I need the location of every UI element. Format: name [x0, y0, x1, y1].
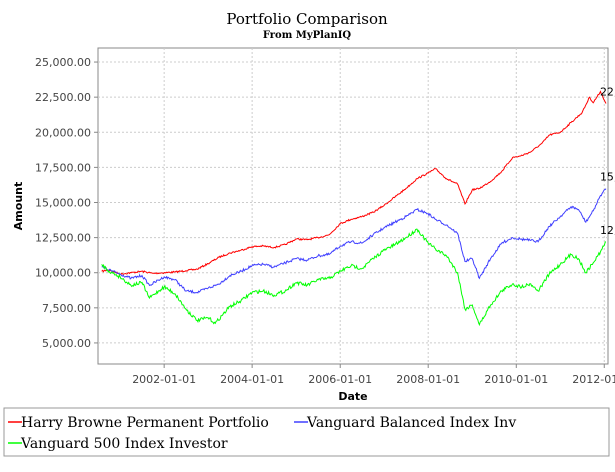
y-tick-label: 15,000.00 — [35, 196, 91, 209]
y-tick-label: 22,500.00 — [35, 91, 91, 104]
series-line — [101, 90, 607, 276]
series-line — [101, 228, 607, 327]
legend-entry-label: Harry Browne Permanent Portfolio — [21, 415, 269, 431]
y-tick-label: 10,000.00 — [35, 267, 91, 280]
y-tick-label: 25,000.00 — [35, 56, 91, 69]
y-tick-label: 7,500.00 — [42, 302, 91, 315]
x-axis-ticks: 2002-01-01 2004-01-01 2006-01-01 2008-01-01… — [132, 364, 615, 386]
y-tick-label: 5,000.00 — [42, 337, 91, 350]
y-axis-ticks: 5,000.00 7,500.00 10,000.00 12,500.00 15,000… — [35, 56, 98, 350]
x-tick-label: 2002-01-01 — [132, 373, 196, 386]
y-tick-label: 12,500.00 — [35, 232, 91, 245]
y-axis-label: Amount — [12, 182, 25, 230]
x-tick-label: 2012-01-01 — [572, 373, 615, 386]
plot-area — [97, 47, 609, 365]
x-axis-label: Date — [338, 390, 367, 403]
x-tick-label: 2006-01-01 — [308, 373, 372, 386]
series-line — [101, 188, 607, 294]
legend-entry-label: Vanguard Balanced Index Inv — [306, 415, 516, 431]
end-value-labels: 22,048 15,979 12,191 — [600, 86, 615, 237]
series-end-label: 12,191 — [600, 224, 615, 237]
series-end-label: 15,979 — [600, 171, 615, 184]
series-lines — [101, 90, 607, 327]
x-tick-label: 2004-01-01 — [220, 373, 284, 386]
legend-box — [3, 407, 610, 457]
grid-lines — [98, 48, 608, 364]
chart-title: Portfolio Comparison — [226, 10, 388, 28]
legend: Harry Browne Permanent Portfolio Vanguard… — [8, 415, 516, 452]
y-tick-label: 20,000.00 — [35, 126, 91, 139]
chart-subtitle: From MyPlanIQ — [263, 30, 352, 41]
y-tick-label: 17,500.00 — [35, 161, 91, 174]
x-tick-label: 2010-01-01 — [484, 373, 548, 386]
series-end-label: 22,048 — [600, 86, 615, 99]
x-tick-label: 2008-01-01 — [396, 373, 460, 386]
legend-entry-label: Vanguard 500 Index Investor — [20, 436, 228, 452]
